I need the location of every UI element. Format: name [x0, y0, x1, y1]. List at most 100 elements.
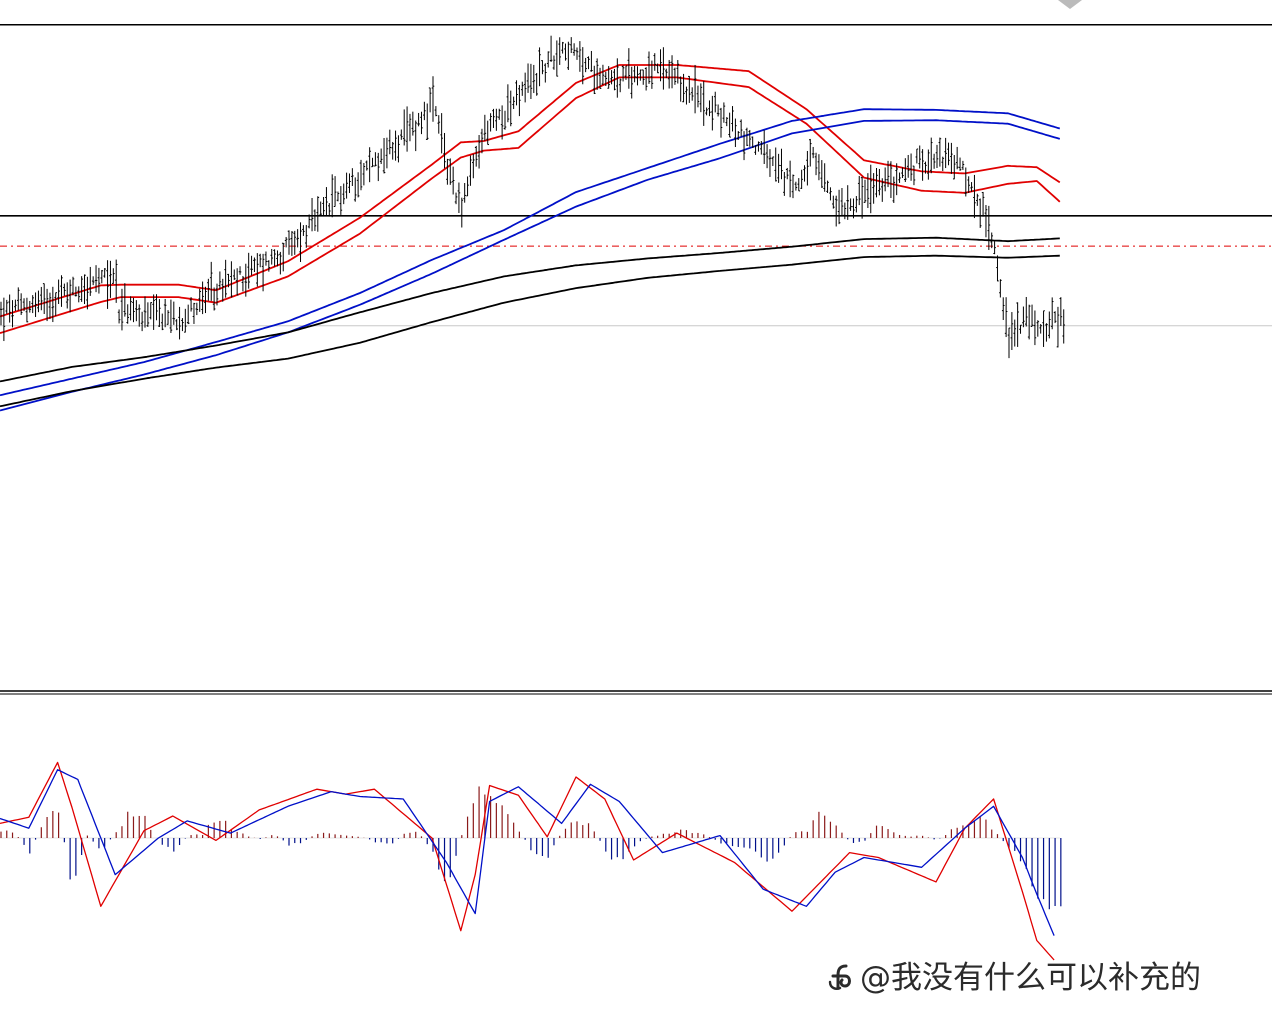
price-bar: [863, 179, 867, 203]
price-bar: [826, 180, 829, 193]
price-bar: [443, 132, 446, 169]
oscillator-macd-line: [0, 769, 1055, 936]
price-bar: [1062, 309, 1066, 344]
price-bar: [748, 129, 752, 147]
price-bar: [976, 193, 979, 206]
price-bar: [558, 37, 562, 65]
price-bar: [688, 75, 691, 103]
price-bar: [760, 141, 763, 155]
price-bar: [250, 255, 253, 276]
price-bar: [1048, 311, 1051, 339]
price-bar: [195, 302, 199, 316]
price-bar: [454, 192, 458, 205]
price-bar: [126, 304, 130, 324]
price-bar: [883, 167, 887, 192]
price-bar: [143, 296, 147, 328]
price-bar: [1030, 304, 1034, 327]
price-bar: [564, 43, 567, 61]
price-bar: [319, 201, 322, 217]
price-bar: [376, 152, 380, 182]
price-bar: [719, 107, 723, 138]
price-bar: [650, 60, 654, 89]
price-bar: [834, 195, 838, 227]
price-bar: [984, 205, 988, 238]
price-bar: [716, 104, 720, 117]
price-bar: [492, 108, 495, 128]
price-bar: [270, 248, 274, 265]
price-bar: [325, 187, 328, 216]
price-bar: [515, 80, 518, 106]
price-bars: [0, 35, 1066, 359]
price-bar: [463, 183, 466, 203]
price-bar: [382, 137, 386, 174]
price-bar: [578, 41, 582, 72]
price-bar: [14, 299, 17, 311]
price-bar: [595, 58, 599, 90]
price-bar: [843, 202, 847, 220]
price-bar: [604, 71, 608, 87]
price-bar: [54, 292, 58, 316]
price-bar: [814, 152, 818, 176]
price-bar: [1013, 319, 1017, 347]
price-bar: [155, 294, 158, 321]
price-bar: [42, 283, 46, 315]
price-bar: [811, 146, 815, 159]
price-bar: [592, 65, 596, 95]
price-bar: [1042, 310, 1045, 347]
price-bar: [201, 281, 204, 315]
macd-histogram: [0, 786, 1062, 910]
price-bar: [1019, 324, 1022, 334]
price-bar: [379, 148, 383, 165]
price-bar: [1001, 297, 1005, 320]
price-bar: [889, 161, 893, 199]
price-bar: [120, 288, 124, 331]
price-bar: [546, 51, 550, 68]
price-bar: [1016, 302, 1019, 347]
price-bar: [633, 65, 636, 83]
price-bar: [852, 198, 855, 219]
price-bar: [952, 155, 956, 180]
price-bar: [80, 276, 83, 302]
price-bar: [253, 257, 256, 272]
price-bar: [351, 168, 354, 186]
price-bar: [552, 55, 556, 70]
price-bar: [708, 100, 711, 117]
price-bar: [768, 149, 772, 177]
price-bar: [140, 311, 144, 332]
price-bar: [659, 49, 662, 82]
price-bar: [192, 302, 196, 324]
price-bar: [244, 263, 248, 297]
price-bar: [837, 189, 841, 225]
price-bar: [273, 249, 276, 267]
price-bar: [402, 109, 406, 146]
price-bar: [973, 174, 976, 219]
price-bar: [135, 300, 138, 322]
panel-separator[interactable]: [0, 690, 1272, 695]
price-bar: [247, 252, 250, 289]
price-bar: [420, 111, 423, 135]
price-bar: [886, 160, 890, 188]
price-bar: [1059, 297, 1063, 326]
price-bar: [955, 146, 959, 170]
price-bar: [898, 172, 901, 183]
price-bar: [1027, 304, 1031, 340]
price-bar: [785, 167, 789, 180]
price-bar: [103, 268, 106, 278]
price-bar: [970, 182, 973, 192]
price-bar: [446, 158, 449, 185]
price-bar: [791, 174, 795, 199]
price-bar: [924, 161, 927, 174]
price-bar: [653, 53, 657, 71]
ma-line-mid-ma-upper: [0, 108, 1061, 397]
price-bar: [990, 232, 994, 249]
price-bar: [460, 197, 464, 228]
price-bar: [808, 138, 812, 167]
price-bar: [993, 241, 996, 255]
price-bar: [866, 173, 870, 209]
price-bar: [94, 265, 98, 293]
price-bar: [345, 172, 348, 199]
price-bar: [68, 279, 72, 313]
price-bar: [800, 169, 803, 189]
price-bar: [944, 137, 947, 169]
price-bar: [544, 63, 547, 83]
